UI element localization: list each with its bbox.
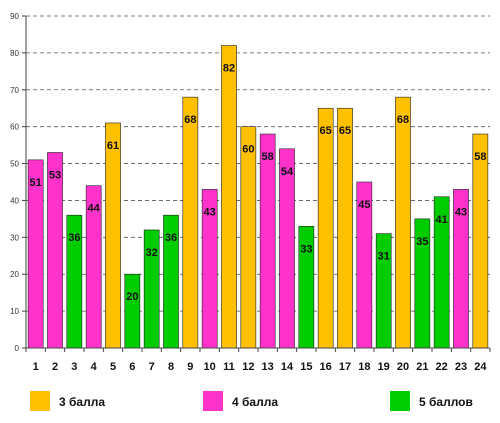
x-tick-label: 11: [223, 361, 235, 373]
data-labels: 51 53 36 44 61 20 32 36 68 43 82 60 58 54 33 65 65 45 31 68…: [30, 63, 487, 304]
bar: [221, 45, 237, 349]
bar-value-label: 60: [242, 144, 254, 156]
x-tick-label: 16: [320, 361, 332, 373]
y-tick-label: 90: [10, 12, 19, 21]
bar: [472, 133, 489, 349]
bar-value-label: 45: [358, 199, 370, 211]
x-tick-label: 5: [110, 361, 116, 373]
y-tick-label: 30: [10, 233, 19, 242]
bar: [105, 122, 121, 349]
grid-lines: [26, 15, 490, 312]
x-tick-label: 24: [474, 361, 487, 373]
bar-value-label: 36: [165, 232, 177, 244]
y-tick-label: 70: [10, 86, 19, 95]
legend-swatch: [30, 391, 50, 411]
x-tick-label: 18: [358, 361, 370, 373]
bar: [395, 96, 411, 349]
bar: [124, 273, 141, 349]
x-tick-label: 21: [416, 361, 428, 373]
bar-value-label: 43: [455, 206, 467, 218]
x-tick-label: 9: [187, 361, 193, 373]
bar-value-label: 65: [339, 125, 351, 137]
bar-value-label: 44: [88, 203, 101, 215]
bars: [27, 45, 489, 349]
bar-value-label: 35: [416, 236, 428, 248]
bar-value-label: 32: [146, 247, 158, 259]
bar-value-label: 68: [184, 114, 196, 126]
legend-swatch: [203, 391, 223, 411]
x-tick-label: 8: [168, 361, 174, 373]
legend-label: 4 балла: [232, 395, 278, 409]
bar-value-label: 41: [436, 214, 448, 226]
y-tick-label: 20: [10, 270, 19, 279]
bar-value-label: 33: [300, 243, 312, 255]
x-tick-label: 20: [397, 361, 409, 373]
bar-value-label: 31: [378, 251, 390, 263]
x-tick-label: 17: [339, 361, 351, 373]
bar-value-label: 65: [320, 125, 332, 137]
bar: [259, 133, 276, 349]
x-tick-label: 3: [71, 361, 77, 373]
y-axis-ticks: 0 10 20 30 40 50 60 70 80 90: [10, 12, 26, 353]
bar-value-label: 61: [107, 140, 119, 152]
x-tick-label: 7: [149, 361, 155, 373]
x-tick-label: 15: [300, 361, 312, 373]
bar: [317, 107, 334, 349]
bar-value-label: 58: [474, 151, 486, 163]
x-tick-label: 19: [378, 361, 390, 373]
x-tick-label: 10: [204, 361, 216, 373]
bar-value-label: 82: [223, 63, 235, 75]
y-tick-label: 80: [10, 49, 19, 58]
y-tick-label: 10: [10, 307, 19, 316]
bar: [279, 148, 295, 349]
bar: [182, 96, 199, 349]
bar-value-label: 58: [262, 151, 274, 163]
y-tick-label: 60: [10, 123, 19, 132]
bar: [337, 107, 353, 349]
y-tick-label: 50: [10, 160, 19, 169]
x-tick-label: 14: [281, 361, 294, 373]
bar: [47, 152, 63, 349]
x-tick-label: 13: [262, 361, 274, 373]
x-tick-label: 12: [242, 361, 254, 373]
bar-value-label: 54: [281, 166, 294, 178]
bar-value-label: 53: [49, 169, 61, 181]
legend-swatch: [390, 391, 410, 411]
x-axis-ticks: 1 2 3 4 5 6 7 8 9 10 11 12 13 14 15 16 17 18 19 20 21 22 23 24: [33, 361, 488, 373]
x-tick-label: 6: [129, 361, 135, 373]
x-tick-label: 2: [52, 361, 58, 373]
bar-value-label: 20: [126, 291, 138, 303]
legend-label: 5 баллов: [419, 395, 473, 409]
x-tick-label: 22: [436, 361, 448, 373]
bar-value-label: 51: [30, 177, 42, 189]
bar: [240, 126, 257, 349]
x-tick-label: 23: [455, 361, 467, 373]
legend-label: 3 балла: [59, 395, 105, 409]
bar-value-label: 36: [68, 232, 80, 244]
y-tick-label: 40: [10, 196, 19, 205]
y-tick-label: 0: [15, 344, 20, 353]
bar-value-label: 43: [204, 206, 216, 218]
axes: [25, 16, 491, 352]
legend: 3 балла 4 балла 5 баллов: [30, 391, 473, 411]
bar-value-label: 68: [397, 114, 409, 126]
x-tick-label: 1: [33, 361, 39, 373]
x-tick-label: 4: [91, 361, 98, 373]
